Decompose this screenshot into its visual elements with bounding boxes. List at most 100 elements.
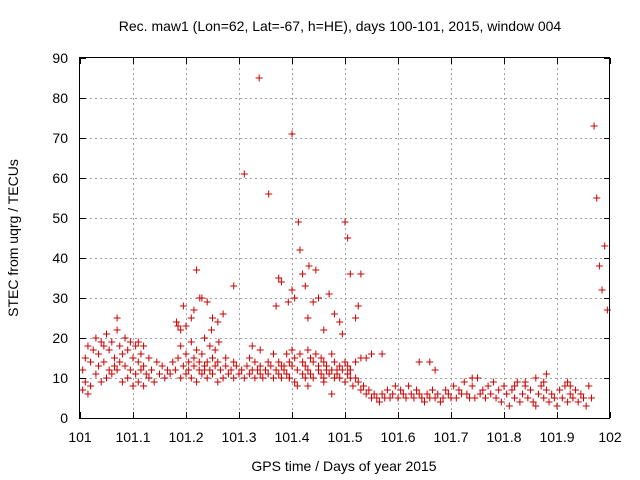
data-point [81,354,89,362]
data-point [79,386,87,394]
data-point [595,262,603,270]
data-point [211,362,219,370]
data-point [325,370,333,378]
data-point [330,310,338,318]
y-tick-label: 30 [52,290,68,306]
data-point [190,354,198,362]
data-point [211,346,219,354]
x-tick-label: 101.1 [115,429,150,445]
data-point [89,346,97,354]
data-point [137,350,145,358]
data-point [283,370,291,378]
data-point [463,390,471,398]
data-point [426,358,434,366]
data-point [508,386,516,394]
data-point [124,346,132,354]
data-point [580,394,587,402]
data-point [455,386,463,394]
data-point [108,338,116,346]
data-point [497,398,505,406]
data-point [288,362,296,370]
data-point [519,390,527,398]
data-point [145,374,153,382]
data-point [193,378,201,386]
data-point [516,398,524,406]
data-point [121,362,129,370]
data-point [150,378,158,386]
data-point [304,314,312,322]
data-point [328,390,336,398]
data-point [129,354,137,362]
data-point [574,398,582,406]
data-point [230,374,238,382]
data-point [474,374,481,382]
data-point [352,374,360,382]
data-point [272,366,280,374]
data-point [256,370,264,378]
data-point [198,294,206,302]
data-point [527,386,534,394]
data-point [352,358,360,366]
data-point [590,122,598,130]
data-point [100,358,108,366]
x-tick-label: 101 [68,429,92,445]
data-point [291,294,299,302]
data-point [399,390,407,398]
data-point [346,270,354,278]
data-point [259,374,267,382]
data-point [301,374,309,382]
axis-ticks [80,58,611,419]
data-point [105,366,113,374]
data-point [325,290,333,298]
data-point [166,370,174,378]
data-point [304,346,312,354]
x-tick-label: 101.4 [274,429,309,445]
data-point [569,394,577,402]
y-tick-labels: 0 10 20 30 40 50 60 70 80 90 [52,50,68,426]
data-point [487,390,495,398]
data-point [145,354,153,362]
data-point [209,314,216,322]
chart-title: Rec. maw1 (Lon=62, Lat=-67, h=HE), days … [119,18,562,34]
data-point [174,322,182,330]
data-point [142,370,150,378]
data-point [256,346,264,354]
data-point [224,370,232,378]
data-point [540,394,548,402]
data-point [357,386,365,394]
data-point [431,366,439,374]
data-point [140,362,148,370]
y-tick-label: 20 [52,330,68,346]
data-point [285,358,293,366]
data-point [182,350,190,358]
data-point [566,382,574,390]
data-point [169,358,177,366]
data-point [269,374,277,382]
data-point [179,302,187,310]
data-point [598,286,606,294]
data-point [185,366,193,374]
data-point [156,370,163,378]
data-point [198,370,206,378]
data-point [269,350,277,358]
data-point [397,386,405,394]
data-point [177,374,185,382]
data-point [524,394,532,402]
data-point [577,390,585,398]
data-point [344,370,352,378]
data-point [299,370,307,378]
data-point [140,342,148,350]
data-point [405,382,413,390]
data-point [246,370,254,378]
data-point [315,294,322,302]
data-point [222,362,230,370]
data-point [288,346,296,354]
data-point [368,350,375,358]
data-point [113,326,121,334]
data-point [92,370,100,378]
data-point [265,190,273,198]
data-point [309,374,317,382]
data-point [338,366,346,374]
data-point [209,354,216,362]
data-point [572,386,580,394]
